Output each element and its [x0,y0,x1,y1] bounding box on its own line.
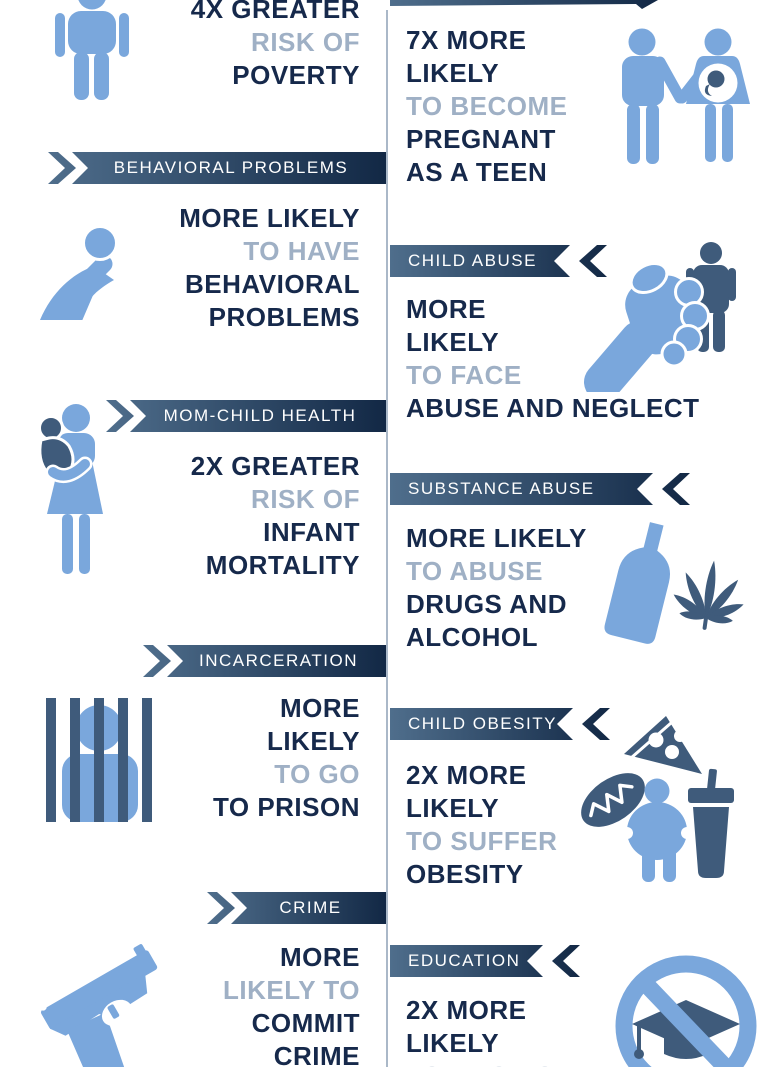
stat-line: TO FACE [406,360,522,390]
ribbon-shape [143,645,386,677]
banner-label: INCARCERATION [199,651,358,670]
stat-line: BEHAVIORAL [185,269,360,299]
stat-line: INFANT [263,517,360,547]
stat-line: AS A TEEN [406,157,548,187]
stat-line: TO SUFFER [406,826,558,856]
stat-line: PROBLEMS [208,302,360,332]
ribbon-shape [106,400,386,432]
stat-line: COMMIT [251,1008,360,1038]
ribbon-shape [390,708,610,740]
stat-line: 7X MORE [406,25,527,55]
stat-line: LIKELY [266,726,360,756]
substance-abuse-banner: SUBSTANCE ABUSE [390,473,690,505]
standing-person-icon [55,0,129,100]
cannabis-leaf [673,560,744,630]
child-obesity-banner: CHILD OBESITY [390,708,610,740]
stat-mom-child: 2X GREATER RISK OF INFANT MORTALITY [191,450,360,582]
stat-line: DRUGS AND [406,589,567,619]
soda-cup [688,768,734,878]
stat-substance-abuse: MORE LIKELY TO ABUSE DRUGS AND ALCOHOL [406,522,587,654]
stat-line: MORE LIKELY [179,203,360,233]
child-abuse-banner: CHILD ABUSE [390,245,607,277]
stat-line: RISK OF [251,484,360,514]
banner-label: EDUCATION [408,951,521,970]
stat-line: LIKELY [406,58,500,88]
stat-line: MORE LIKELY [406,523,587,553]
ribbon-shape [48,152,386,184]
stat-line: LIKELY TO [223,975,360,1005]
pregnant-couple-icon [622,28,750,164]
stat-line: OBESITY [406,859,524,889]
banner-label: SUBSTANCE ABUSE [408,479,595,498]
ribbon-shape [207,892,386,924]
stat-incarceration: MORE LIKELY TO GO TO PRISON [213,692,360,824]
stat-line: ABUSE AND NEGLECT [406,393,700,423]
teen-pregnancy-banner-remnant [390,0,658,9]
stat-line: TO GO [274,759,360,789]
stat-crime: MORE LIKELY TO COMMIT CRIME [223,941,360,1067]
stat-line: 2X MORE [406,995,527,1025]
obese-child [621,778,693,882]
stat-line: TO BECOME [406,91,568,121]
education-banner: EDUCATION [390,945,580,977]
stat-line: ALCOHOL [406,622,539,652]
stat-line: TO HAVE [243,236,360,266]
crime-banner: CRIME [207,892,386,924]
stat-line: LIKELY [406,1028,500,1058]
stat-line: MORTALITY [205,550,360,580]
stat-line: LIKELY [406,327,500,357]
stat-line: MORE [280,942,360,972]
bottle-and-cannabis-leaf-icon [604,522,744,644]
fist-holding-child-icon [584,242,736,392]
mom-child-health-banner: MOM-CHILD HEALTH [106,400,386,432]
stat-line: RISK OF [251,27,360,57]
stat-line: TO ABUSE [406,556,543,586]
no-graduation-cap-icon [615,955,757,1067]
ribbon-shape [390,473,690,505]
stat-line: MORE [406,294,486,324]
stat-poverty: 4X GREATER RISK OF POVERTY [191,0,360,92]
ribbon-shape [390,245,607,277]
column-divider [386,10,388,1067]
stat-teen-pregnancy: 7X MORE LIKELY TO BECOME PREGNANT AS A T… [406,24,567,189]
banner-label: CHILD ABUSE [408,251,537,270]
handgun-icon [39,944,158,1067]
stat-line: 2X MORE [406,760,527,790]
junk-food-and-obese-child-icon [581,716,734,882]
banner-label: MOM-CHILD HEALTH [163,406,357,425]
stat-line: POVERTY [232,60,360,90]
stat-child-obesity: 2X MORE LIKELY TO SUFFER OBESITY [406,759,557,891]
banner-label: BEHAVIORAL PROBLEMS [113,158,349,177]
person-behind-bars-icon [46,698,152,822]
stat-line: TO PRISON [212,792,360,822]
pizza-slice [624,716,702,774]
ribbon-shape [390,945,580,977]
grieving-person-icon [40,225,118,320]
stat-line: TO DROP OUT [406,1060,591,1067]
hot-dog [581,773,645,827]
mother-holding-baby-icon [38,404,103,574]
stat-line: PREGNANT [406,124,556,154]
stat-behavioral: MORE LIKELY TO HAVE BEHAVIORAL PROBLEMS [179,202,360,334]
stat-line: MORE [280,693,360,723]
stat-line: CRIME [273,1041,360,1067]
stat-line: 2X GREATER [190,451,360,481]
stat-line: 4X GREATER [190,0,360,24]
stat-child-abuse: MORE LIKELY TO FACE ABUSE AND NEGLECT [406,293,700,425]
behavioral-problems-banner: BEHAVIORAL PROBLEMS [48,152,386,184]
stat-line: LIKELY [406,793,500,823]
banner-label: CHILD OBESITY [408,714,557,733]
banner-label: CRIME [279,898,342,917]
stat-education: 2X MORE LIKELY TO DROP OUT [406,994,591,1067]
incarceration-banner: INCARCERATION [143,645,386,677]
